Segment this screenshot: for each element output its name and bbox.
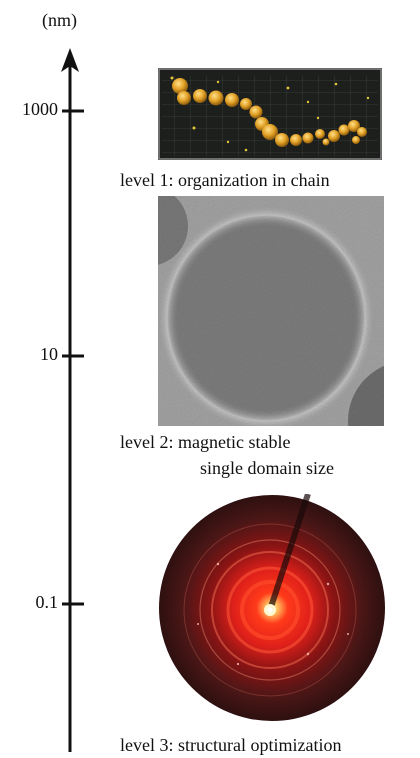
tick-label-1000: 1000 <box>22 99 58 119</box>
tick-label-0.1: 0.1 <box>35 592 59 612</box>
level-2-caption-line1: level 2: magnetic stable <box>120 432 291 452</box>
level-2-caption-line2: single domain size <box>200 458 334 478</box>
chain-image <box>158 68 382 160</box>
diffraction-pattern-image <box>158 494 386 722</box>
axis-unit-label: (nm) <box>42 10 77 30</box>
axis-arrow-head <box>61 48 79 72</box>
tick-label-10: 10 <box>40 344 58 364</box>
level-1-caption: level 1: organization in chain <box>120 170 330 190</box>
tem-particle-image <box>158 196 384 426</box>
level-3-caption: level 3: structural optimization <box>120 735 342 755</box>
